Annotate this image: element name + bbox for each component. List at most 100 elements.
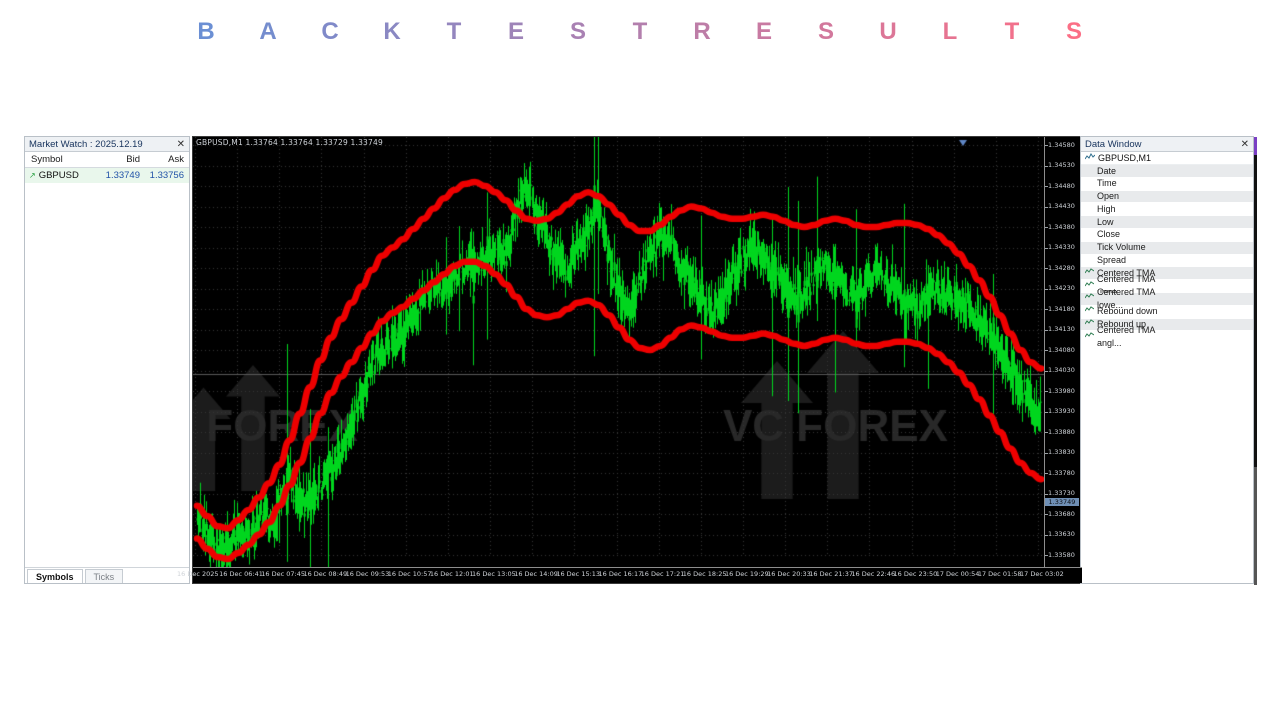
price-axis-label: 1.34380 bbox=[1048, 222, 1075, 231]
market-watch-title: Market Watch : 2025.12.19 bbox=[29, 139, 143, 150]
title-letter: K bbox=[383, 18, 401, 45]
price-tick bbox=[1045, 288, 1048, 290]
column-header-symbol[interactable]: Symbol bbox=[31, 154, 63, 165]
price-tick bbox=[1045, 555, 1048, 556]
title-letter: R bbox=[693, 18, 711, 45]
mt4-workspace: Market Watch : 2025.12.19 ✕ Symbol Bid A… bbox=[24, 136, 1257, 585]
data-window-row-value bbox=[1166, 318, 1253, 331]
market-watch-panel: Market Watch : 2025.12.19 ✕ Symbol Bid A… bbox=[24, 136, 190, 584]
tab-ticks[interactable]: Ticks bbox=[84, 569, 124, 583]
price-axis[interactable]: 1.34580 1.34530 1.34480 1.34430 1.34380 1.343… bbox=[1044, 137, 1080, 567]
title-letter: E bbox=[755, 18, 772, 45]
price-tick bbox=[1045, 247, 1048, 249]
chart-canvas[interactable] bbox=[193, 137, 1046, 567]
bid-cell: 1.33749 bbox=[105, 170, 140, 181]
data-window-label-text: Tick Volume bbox=[1097, 242, 1146, 253]
price-tick bbox=[1045, 391, 1048, 392]
column-header-ask[interactable]: Ask bbox=[168, 154, 184, 165]
tab-symbols[interactable]: Symbols bbox=[27, 569, 83, 583]
data-window-row-label: Rebound down bbox=[1081, 306, 1166, 318]
price-tick bbox=[1045, 145, 1048, 146]
data-window-label-text: Close bbox=[1097, 229, 1121, 240]
data-window-rows: Date Time Open High Low Close Tick Volume Sprea… bbox=[1081, 165, 1253, 348]
data-window-row-label: Rebound up bbox=[1081, 318, 1166, 331]
title-letter: T bbox=[632, 18, 648, 45]
time-axis[interactable]: 16 Dec 2025 16 Dec 06:41 16 Dec 07:45 16 De… bbox=[177, 567, 1082, 583]
data-window-label-text: Rebound down bbox=[1097, 306, 1158, 317]
title-letter: T bbox=[446, 18, 462, 45]
price-axis-label: 1.34180 bbox=[1048, 304, 1075, 313]
market-watch-body bbox=[25, 183, 189, 564]
data-window-row-label: Spread bbox=[1081, 255, 1166, 267]
data-window-row-value bbox=[1166, 203, 1253, 215]
time-axis-label: 16 Dec 14:09 bbox=[514, 570, 558, 578]
column-header-bid[interactable]: Bid bbox=[126, 154, 140, 165]
title-letter: A bbox=[259, 18, 277, 45]
price-tick bbox=[1045, 452, 1048, 454]
data-window-row-label: Date bbox=[1081, 165, 1166, 177]
time-axis-label: 16 Dec 17:21 bbox=[640, 570, 685, 578]
data-window-row: Close bbox=[1081, 229, 1253, 242]
indicator-icon bbox=[1084, 267, 1095, 280]
price-axis-label: 1.34330 bbox=[1048, 243, 1075, 251]
price-axis-label: 1.33880 bbox=[1048, 427, 1075, 436]
price-axis-label: 1.34080 bbox=[1048, 345, 1075, 354]
data-window-row-label: Time bbox=[1081, 178, 1166, 190]
price-tick bbox=[1045, 329, 1048, 331]
price-axis-label: 1.33930 bbox=[1048, 407, 1075, 415]
price-tick bbox=[1045, 206, 1048, 208]
price-tick bbox=[1045, 227, 1048, 228]
price-axis-label: 1.34580 bbox=[1048, 140, 1075, 149]
current-price-tag: 1.33749 bbox=[1045, 497, 1079, 506]
market-watch-header-row: Symbol Bid Ask bbox=[25, 152, 189, 168]
title-letter: S bbox=[569, 18, 586, 45]
chart-header-label: GBPUSD,M1 1.33764 1.33764 1.33729 1.3374… bbox=[196, 138, 383, 147]
data-window-title: Data Window bbox=[1085, 139, 1142, 150]
market-watch-tabs: Symbols Ticks bbox=[25, 567, 189, 583]
data-window-row-value bbox=[1166, 165, 1253, 177]
data-window-label-text: Rebound up bbox=[1097, 319, 1147, 330]
time-axis-label: 16 Dec 16:17 bbox=[598, 570, 643, 578]
data-window-row-value bbox=[1166, 216, 1253, 228]
data-window-row-value bbox=[1166, 190, 1253, 203]
panel-right-border bbox=[1254, 137, 1257, 585]
chart-line-icon bbox=[1084, 152, 1096, 165]
close-icon[interactable]: ✕ bbox=[1240, 139, 1249, 150]
price-tick bbox=[1045, 309, 1048, 310]
time-axis-label: 16 Dec 19:29 bbox=[724, 570, 769, 578]
data-window-row-label: Centered TMA bbox=[1081, 267, 1166, 280]
price-tick bbox=[1045, 432, 1048, 433]
data-window-row-label: Open bbox=[1081, 190, 1166, 203]
time-axis-label: 16 Dec 08:49 bbox=[303, 570, 348, 578]
data-window-row-value bbox=[1166, 241, 1253, 254]
data-window-row-value bbox=[1166, 292, 1253, 305]
indicator-icon bbox=[1084, 318, 1095, 331]
chart-plot-area[interactable] bbox=[193, 137, 1046, 567]
price-axis-label: 1.33730 bbox=[1048, 489, 1075, 497]
time-axis-label: 16 Dec 21:37 bbox=[809, 570, 853, 578]
up-arrow-icon: ↗ bbox=[29, 171, 36, 180]
title-letter: U bbox=[879, 18, 897, 45]
time-axis-label: 16 Dec 10:57 bbox=[387, 570, 432, 578]
time-axis-label: 16 Dec 18:25 bbox=[682, 570, 727, 578]
time-axis-label: 16 Dec 2025 bbox=[177, 570, 219, 578]
title-letter: T bbox=[1004, 18, 1020, 45]
data-window-label-text: Time bbox=[1097, 178, 1117, 189]
time-axis-label: 16 Dec 20:33 bbox=[767, 570, 811, 578]
price-tick bbox=[1045, 165, 1048, 167]
data-window-row-label: Centered TMA angl... bbox=[1081, 325, 1166, 348]
price-tick bbox=[1045, 186, 1048, 187]
title-letter: S bbox=[1065, 18, 1082, 45]
title-letter: S bbox=[817, 18, 834, 45]
symbol-name: GBPUSD bbox=[38, 170, 79, 181]
close-icon[interactable]: ✕ bbox=[176, 139, 185, 150]
table-row[interactable]: ↗ GBPUSD 1.33749 1.33756 bbox=[25, 168, 189, 183]
time-axis-label: 16 Dec 15:13 bbox=[556, 570, 601, 578]
data-window-row: Spread bbox=[1081, 255, 1253, 268]
chart-window[interactable]: GBPUSD,M1 1.33764 1.33764 1.33729 1.3374… bbox=[177, 136, 1082, 584]
data-window-row-label: Low bbox=[1081, 216, 1166, 228]
data-window-label-text: High bbox=[1097, 203, 1116, 214]
data-window-row: Date bbox=[1081, 165, 1253, 178]
data-window-label-text: Date bbox=[1097, 165, 1117, 176]
